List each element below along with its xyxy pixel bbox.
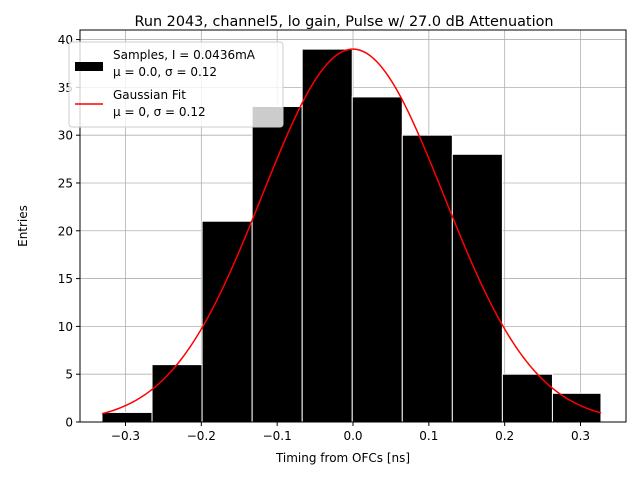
legend-samples-swatch	[75, 62, 103, 71]
x-axis-label: Timing from OFCs [ns]	[275, 451, 410, 465]
y-tick-label-2: 10	[58, 320, 73, 334]
legend-samples-label: Samples, I = 0.0436mA	[113, 48, 256, 62]
x-tick-label-2: −0.1	[263, 429, 292, 443]
gaussian-fit-curve	[101, 48, 602, 415]
y-tick-label-1: 5	[65, 368, 73, 382]
y-tick-label-5: 25	[58, 176, 73, 190]
x-tick-label-3: 0.0	[343, 429, 362, 443]
x-tick-label-0: −0.3	[111, 429, 140, 443]
x-ticks: −0.3 −0.2 −0.1 0.0 0.1 0.2 0.3	[111, 422, 590, 443]
x-tick-label-6: 0.3	[571, 429, 590, 443]
y-axis-label: Entries	[16, 205, 30, 247]
x-tick-label-4: 0.1	[419, 429, 438, 443]
y-tick-label-3: 15	[58, 272, 73, 286]
histogram-bar-9	[551, 392, 602, 423]
histogram-bar-7	[451, 153, 503, 423]
histogram-bar-3	[251, 105, 303, 423]
x-tick-label-1: −0.2	[187, 429, 216, 443]
y-tick-label-6: 30	[58, 129, 73, 143]
histogram-bar-1	[151, 364, 203, 423]
legend: Samples, I = 0.0436mA μ = 0.0, σ = 0.12 …	[68, 41, 284, 128]
x-tick-label-5: 0.2	[495, 429, 514, 443]
legend-box	[68, 41, 284, 128]
histogram-bars	[101, 48, 602, 423]
legend-fit-stats: μ = 0, σ = 0.12	[113, 105, 206, 119]
histogram-bar-0	[101, 411, 153, 423]
legend-fit-label: Gaussian Fit	[113, 88, 186, 102]
histogram-bar-4	[301, 48, 353, 423]
histogram-bar-2	[201, 220, 253, 423]
y-tick-label-0: 0	[65, 416, 73, 430]
histogram-bar-6	[401, 134, 453, 423]
legend-samples-stats: μ = 0.0, σ = 0.12	[113, 65, 217, 79]
chart-title: Run 2043, channel5, lo gain, Pulse w/ 27…	[135, 14, 554, 30]
histogram-bar-5	[351, 96, 403, 423]
y-tick-label-4: 20	[58, 224, 73, 238]
